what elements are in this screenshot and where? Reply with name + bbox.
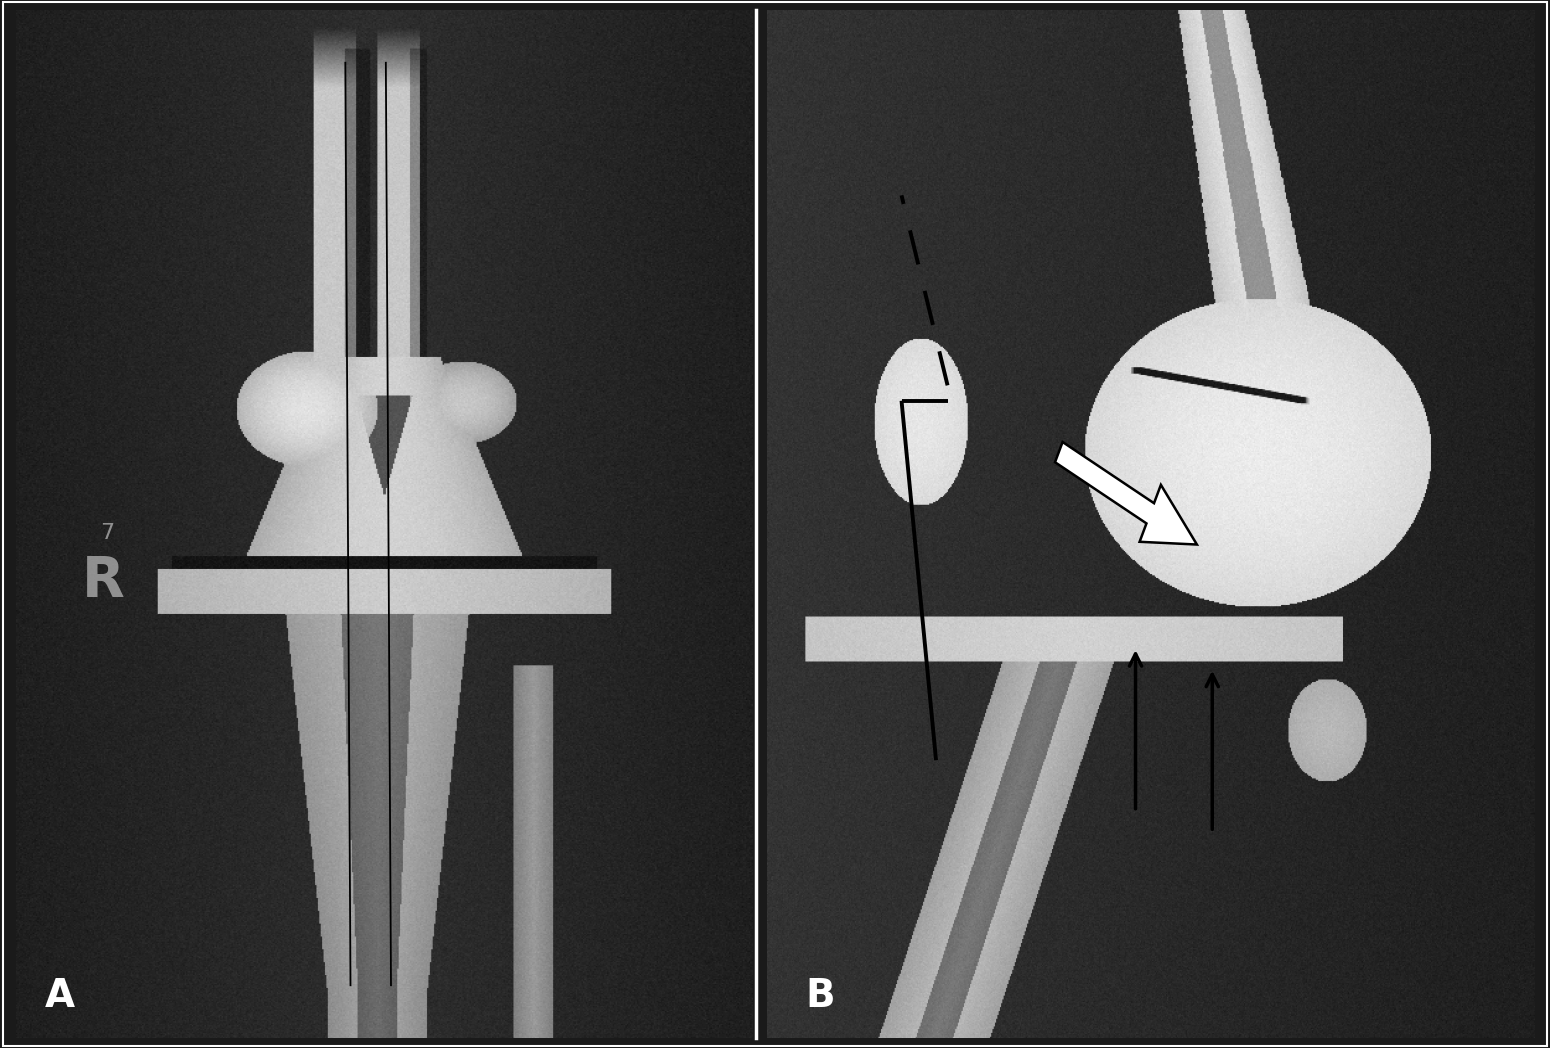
FancyArrow shape — [1056, 442, 1197, 545]
Text: R: R — [82, 554, 124, 608]
Text: A: A — [45, 977, 74, 1014]
Text: 7: 7 — [101, 523, 115, 544]
Text: B: B — [806, 977, 835, 1014]
